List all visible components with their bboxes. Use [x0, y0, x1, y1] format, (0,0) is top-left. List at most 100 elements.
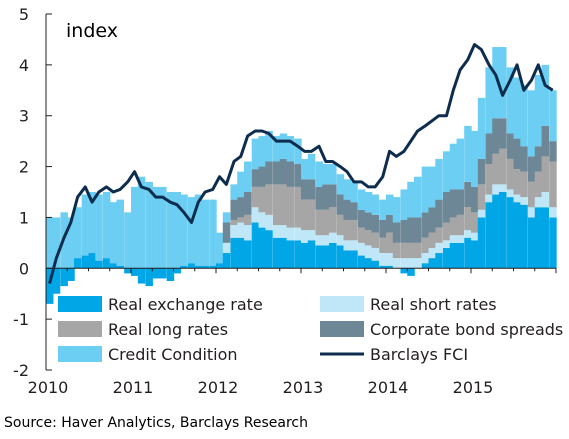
bar-real-short-rates [371, 247, 380, 261]
bar-real-long-rates [379, 237, 387, 254]
bar-corporate-bond-spreads [350, 202, 358, 220]
bar-real-short-rates [336, 235, 345, 246]
bar-real-long-rates [541, 156, 550, 192]
bar-corporate-bond-spreads [272, 161, 281, 185]
stacked-bars [46, 47, 557, 304]
bar-credit-condition [166, 192, 175, 269]
bar-corporate-bond-spreads [400, 219, 408, 243]
bar-corporate-bond-spreads [315, 186, 323, 210]
bar-real-short-rates [471, 232, 479, 241]
bar-real-short-rates [307, 230, 316, 241]
bar-real-long-rates [506, 158, 515, 190]
bar-corporate-bond-spreads [251, 169, 260, 187]
bar-real-long-rates [520, 171, 528, 198]
bar-real-long-rates [386, 232, 394, 254]
bar-real-exchange-rate [74, 258, 82, 269]
bar-real-exchange-rate [124, 268, 132, 274]
bar-credit-condition [272, 136, 281, 162]
bar-real-long-rates [230, 219, 238, 226]
bar-real-long-rates [534, 171, 543, 198]
bar-credit-condition [194, 194, 203, 266]
bar-real-short-rates [322, 235, 330, 246]
bar-real-long-rates [449, 217, 458, 236]
bar-corporate-bond-spreads [322, 184, 330, 210]
bar-credit-condition [152, 186, 160, 269]
bar-credit-condition [286, 136, 295, 162]
bar-real-short-rates [251, 207, 260, 223]
bar-real-exchange-rate [364, 258, 373, 269]
bar-credit-condition [350, 181, 358, 203]
bar-real-long-rates [357, 227, 366, 243]
bar-real-exchange-rate [67, 268, 75, 281]
bar-real-short-rates [244, 225, 252, 241]
bar-real-long-rates [400, 242, 408, 259]
bar-real-exchange-rate [400, 268, 408, 274]
bar-corporate-bond-spreads [336, 194, 345, 215]
bar-real-short-rates [279, 225, 288, 238]
bar-real-exchange-rate [187, 263, 196, 269]
bar-real-exchange-rate [216, 263, 224, 269]
bar-credit-condition [336, 174, 345, 195]
bar-real-short-rates [541, 192, 550, 208]
bar-real-short-rates [301, 230, 309, 243]
bar-real-long-rates [456, 214, 465, 236]
bar-credit-condition [428, 166, 436, 208]
bar-corporate-bond-spreads [301, 179, 309, 200]
x-tick-label: 2015 [453, 378, 494, 397]
bar-credit-condition [131, 186, 139, 269]
bar-corporate-bond-spreads [541, 125, 550, 157]
barclays-fci-line-group [48, 43, 554, 284]
bar-real-short-rates [499, 184, 507, 192]
bar-real-exchange-rate [272, 237, 281, 269]
bar-credit-condition [435, 158, 443, 200]
legend-swatch-real-short-rates [320, 296, 364, 312]
bar-corporate-bond-spreads [421, 212, 430, 238]
chart-title: index [66, 20, 118, 42]
legend-swatch-real-long-rates [58, 321, 102, 337]
bar-real-exchange-rate [534, 207, 543, 269]
bar-real-exchange-rate [386, 265, 394, 269]
bar-real-short-rates [527, 207, 536, 218]
bar-real-exchange-rate [379, 265, 387, 269]
bar-corporate-bond-spreads [485, 133, 493, 165]
bar-real-exchange-rate [435, 253, 443, 269]
bar-real-exchange-rate [265, 230, 273, 269]
bar-real-exchange-rate [322, 245, 330, 269]
bar-credit-condition [442, 151, 451, 192]
legend-label-barclays-fci: Barclays FCI [370, 345, 468, 364]
bar-real-exchange-rate [109, 263, 118, 269]
bar-real-short-rates [294, 227, 302, 241]
bar-real-short-rates [272, 225, 281, 238]
bar-corporate-bond-spreads [534, 146, 543, 172]
bar-real-short-rates [386, 253, 394, 266]
bar-credit-condition [294, 138, 302, 165]
bar-credit-condition [187, 197, 196, 264]
bar-real-long-rates [492, 153, 500, 185]
bar-real-short-rates [534, 197, 543, 208]
bar-real-exchange-rate [244, 240, 252, 269]
bar-real-exchange-rate [449, 242, 458, 269]
bar-credit-condition [52, 217, 61, 269]
bar-credit-condition [485, 67, 493, 134]
bar-corporate-bond-spreads [492, 118, 500, 154]
bar-real-long-rates [407, 242, 415, 259]
bar-real-short-rates [549, 207, 557, 218]
bar-corporate-bond-spreads [506, 133, 515, 159]
bar-real-long-rates [442, 222, 451, 241]
bar-credit-condition [520, 85, 528, 147]
bar-real-short-rates [477, 209, 486, 218]
bar-real-short-rates [286, 227, 295, 241]
bar-credit-condition [265, 130, 273, 162]
legend-swatch-real-exchange-rate [58, 296, 102, 312]
bar-real-long-rates [329, 207, 337, 233]
bar-real-exchange-rate [336, 245, 345, 269]
bar-real-long-rates [258, 186, 266, 213]
bar-credit-condition [315, 161, 323, 187]
bar-real-short-rates [414, 258, 422, 269]
bar-credit-condition [258, 136, 266, 167]
bar-real-long-rates [307, 199, 316, 231]
bar-real-exchange-rate [222, 253, 231, 269]
bar-real-short-rates [435, 242, 443, 254]
source-note: Source: Haver Analytics, Barclays Resear… [4, 415, 308, 431]
